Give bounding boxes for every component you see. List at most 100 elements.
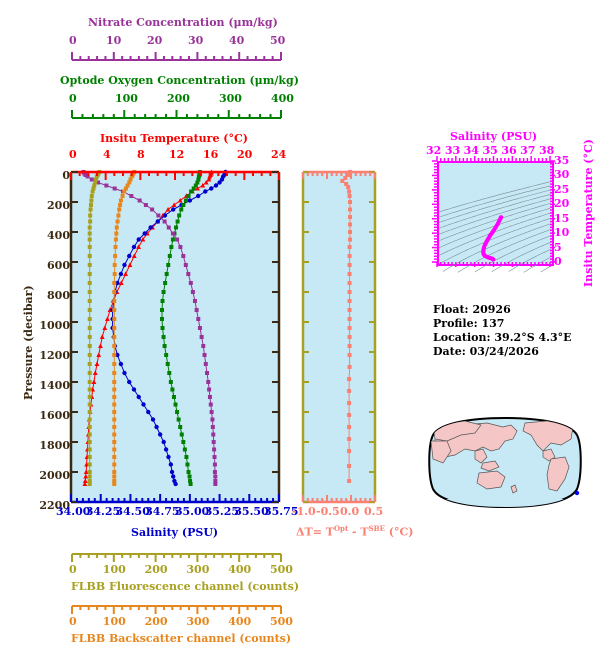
backscatter-tick-0: 0 bbox=[69, 615, 77, 628]
profile-series-4 bbox=[87, 170, 102, 486]
pressure-tick-3: 600 bbox=[47, 259, 70, 272]
oxygen-tick-1: 100 bbox=[115, 92, 138, 105]
nitrate-axis-title: Nitrate Concentration (μm/kg) bbox=[88, 16, 278, 29]
ts-isopycnals-and-curve bbox=[438, 181, 551, 273]
main-panel-frame bbox=[69, 170, 281, 504]
delta-t-tick-1: -0.5 bbox=[316, 505, 340, 518]
salinity-tick-labels: 34.00 34.25 34.50 34.75 35.00 35.25 35.50 35.75 bbox=[55, 505, 299, 519]
pressure-tick-2: 400 bbox=[47, 229, 70, 242]
ts-salinity-tick-4: 36 bbox=[501, 144, 517, 157]
metadata-profile-row: Profile: 137 bbox=[433, 317, 603, 331]
profile-series-2 bbox=[160, 170, 202, 486]
main-profile-curves bbox=[81, 169, 228, 487]
ts-plot-area[interactable] bbox=[437, 161, 554, 273]
oxygen-tick-2: 200 bbox=[167, 92, 190, 105]
metadata-date-row: Date: 03/24/2026 bbox=[433, 345, 603, 359]
nitrate-tick-2: 20 bbox=[147, 34, 163, 47]
nitrate-tick-labels: 0 10 20 30 40 50 bbox=[69, 34, 285, 48]
pressure-tick-1: 200 bbox=[47, 199, 70, 212]
fluorescence-axis-group: 0 100 200 300 400 500 FLBB Fluorescence chann… bbox=[0, 552, 609, 598]
oxygen-axis-title: Optode Oxygen Concentration (μm/kg) bbox=[60, 74, 299, 87]
nitrate-tick-3: 30 bbox=[188, 34, 204, 47]
oxygen-axis-group: Optode Oxygen Concentration (μm/kg) 0 10… bbox=[0, 74, 609, 124]
world-map[interactable] bbox=[425, 415, 585, 510]
ts-profile-curve bbox=[481, 215, 504, 262]
float-location-marker bbox=[574, 490, 580, 496]
backscatter-tick-labels: 0 100 200 300 400 500 bbox=[69, 615, 293, 629]
nitrate-tick-5: 50 bbox=[270, 34, 286, 47]
delta-t-sup-opt: Opt bbox=[333, 524, 349, 533]
delta-t-axis-title: ΔT= TOpt - TSBE (°C) bbox=[296, 524, 413, 539]
salinity-tick-0: 34.00 bbox=[56, 505, 91, 518]
main-profile-panel[interactable] bbox=[71, 169, 279, 502]
ts-salinity-tick-0: 32 bbox=[426, 144, 442, 157]
metadata-float-label: Float: bbox=[433, 303, 469, 316]
oxygen-tick-3: 300 bbox=[219, 92, 242, 105]
delta-t-panel-frame bbox=[301, 170, 377, 504]
profile-series-5 bbox=[112, 170, 137, 486]
temp-tick-5: 20 bbox=[237, 148, 253, 161]
backscatter-tick-4: 400 bbox=[228, 615, 252, 628]
pressure-tick-labels: 0 200 400 600 800 1000 1200 1400 1600 1800 2000 220… bbox=[26, 166, 70, 512]
salinity-tick-2: 34.50 bbox=[115, 505, 150, 518]
fluorescence-tick-1: 100 bbox=[102, 563, 126, 576]
delta-t-tick-labels: -1.0 -0.5 0.0 0.5 bbox=[292, 505, 392, 519]
metadata-location-row: Location: 39.2°S 4.3°E bbox=[433, 331, 603, 345]
ts-temperature-tick-6: 5 bbox=[554, 240, 562, 254]
metadata-float-value: 20926 bbox=[472, 303, 511, 316]
backscatter-tick-2: 200 bbox=[144, 615, 168, 628]
nitrate-axis-ruler bbox=[71, 52, 282, 61]
backscatter-axis-ruler bbox=[71, 605, 282, 614]
oxygen-axis-ruler bbox=[71, 110, 282, 119]
nitrate-tick-4: 40 bbox=[229, 34, 245, 47]
metadata-profile-value: 137 bbox=[481, 317, 505, 330]
nitrate-tick-1: 10 bbox=[106, 34, 122, 47]
salinity-tick-7: 35.75 bbox=[264, 505, 299, 518]
ts-temperature-tick-labels: 35 30 25 20 15 10 5 0 bbox=[554, 154, 578, 271]
metadata-block: Float: 20926 Profile: 137 Location: 39.2… bbox=[433, 303, 603, 365]
ts-salinity-tick-6: 38 bbox=[539, 144, 555, 157]
delta-t-title-a: ΔT= T bbox=[296, 525, 334, 539]
temperature-tick-labels: 0 4 8 12 16 20 24 bbox=[69, 148, 293, 162]
delta-t-title-b: - T bbox=[348, 525, 369, 539]
nitrate-tick-0: 0 bbox=[69, 34, 77, 47]
ts-salinity-tick-3: 35 bbox=[482, 144, 498, 157]
ts-temperature-tick-7: 0 bbox=[554, 255, 562, 268]
delta-t-tick-3: 0.5 bbox=[364, 505, 384, 518]
fluorescence-tick-labels: 0 100 200 300 400 500 bbox=[69, 563, 293, 577]
ts-temperature-tick-4: 15 bbox=[554, 211, 570, 225]
fluorescence-tick-0: 0 bbox=[69, 563, 77, 576]
temperature-axis-title: Insitu Temperature (°C) bbox=[100, 132, 248, 145]
pressure-tick-5: 1000 bbox=[39, 319, 70, 332]
temp-tick-2: 8 bbox=[137, 148, 145, 161]
pressure-tick-0: 0 bbox=[62, 169, 70, 182]
oxygen-tick-0: 0 bbox=[69, 92, 77, 105]
pressure-tick-8: 1600 bbox=[39, 409, 70, 422]
ts-temperature-tick-0: 35 bbox=[554, 154, 570, 167]
metadata-float-row: Float: 20926 bbox=[433, 303, 603, 317]
metadata-date-value: 03/24/2026 bbox=[469, 345, 539, 358]
ts-temperature-tick-2: 25 bbox=[554, 182, 570, 196]
temp-tick-3: 12 bbox=[169, 148, 185, 161]
ts-salinity-tick-labels: 32 33 34 35 36 37 38 bbox=[426, 144, 560, 158]
salinity-tick-1: 34.25 bbox=[85, 505, 121, 518]
temp-tick-4: 16 bbox=[203, 148, 219, 161]
delta-t-tick-0: -1.0 bbox=[292, 505, 316, 518]
delta-t-tick-2: 0.0 bbox=[340, 505, 360, 518]
ts-salinity-tick-5: 37 bbox=[520, 144, 536, 157]
delta-t-panel[interactable] bbox=[303, 170, 375, 502]
backscatter-tick-3: 300 bbox=[186, 615, 210, 628]
oxygen-tick-labels: 0 100 200 300 400 bbox=[69, 92, 294, 106]
pressure-tick-9: 1800 bbox=[39, 439, 70, 452]
delta-t-sup-sbe: SBE bbox=[368, 524, 385, 533]
backscatter-tick-5: 500 bbox=[270, 615, 293, 628]
fluorescence-axis-title: FLBB Fluorescence channel (counts) bbox=[71, 580, 300, 593]
ts-temperature-title: Insitu Temperature (°C) bbox=[582, 139, 595, 287]
oxygen-tick-4: 400 bbox=[271, 92, 294, 105]
metadata-date-label: Date: bbox=[433, 345, 466, 358]
ts-salinity-tick-1: 33 bbox=[444, 144, 461, 157]
temp-tick-0: 0 bbox=[69, 148, 77, 161]
fluorescence-tick-5: 500 bbox=[270, 563, 293, 576]
ts-salinity-tick-2: 34 bbox=[463, 144, 479, 157]
metadata-location-value: 39.2°S 4.3°E bbox=[494, 331, 572, 344]
